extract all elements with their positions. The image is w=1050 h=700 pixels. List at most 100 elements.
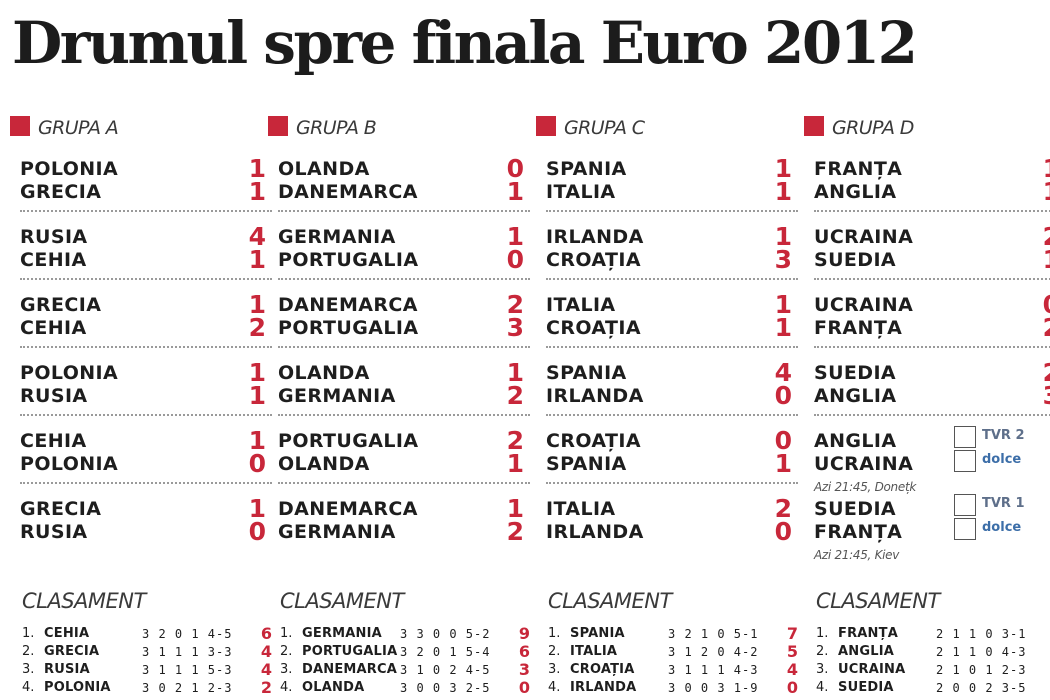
away-score: 1	[506, 177, 524, 206]
standings-position: 4.	[280, 680, 293, 695]
home-score: 4	[248, 222, 266, 251]
match-row: PORTUGALIA OLANDA 2 1	[278, 428, 530, 498]
away-team: GRECIA	[20, 181, 102, 203]
standings-team: ANGLIA	[838, 644, 894, 659]
standings-position: 1.	[548, 626, 561, 641]
standings-team: PORTUGALIA	[302, 644, 398, 659]
standings-row: 1. SPANIA 3 2 1 0 5-1 7	[548, 625, 798, 643]
away-team: FRANȚA	[814, 521, 903, 543]
home-team: POLONIA	[20, 158, 119, 180]
standings-team: RUSIA	[44, 662, 90, 677]
standings-team: ITALIA	[570, 644, 618, 659]
away-team: SUEDIA	[814, 249, 897, 271]
away-score: 1	[1043, 179, 1050, 204]
checkbox-icon	[954, 426, 976, 448]
home-score: 1	[774, 154, 792, 183]
standings-points: 6	[518, 642, 530, 661]
standings-title: CLASAMENT	[816, 589, 940, 613]
home-score: 2	[1043, 360, 1050, 385]
home-team: SUEDIA	[814, 498, 897, 520]
away-score: 3	[1043, 383, 1050, 408]
match-row: OLANDA GERMANIA 1 2	[278, 360, 530, 430]
group-name: GRUPA A	[38, 117, 119, 139]
home-team: GERMANIA	[278, 226, 396, 248]
away-score: 1	[774, 449, 792, 478]
standings-team: GERMANIA	[302, 626, 382, 641]
away-score: 2	[248, 313, 266, 342]
standings-points: 0	[786, 678, 798, 697]
away-team: GERMANIA	[278, 385, 396, 407]
away-team: GERMANIA	[278, 521, 396, 543]
away-score: 1	[1043, 247, 1050, 272]
standings-row: 3. CROAȚIA 3 1 1 1 4-3 4	[548, 661, 798, 679]
away-score: 1	[248, 177, 266, 206]
standings-row: 3. DANEMARCA 3 1 0 2 4-5 3	[280, 661, 530, 679]
standings-position: 3.	[548, 662, 561, 677]
home-team: DANEMARCA	[278, 294, 418, 316]
dotted-divider	[814, 346, 1050, 348]
home-team: IRLANDA	[546, 226, 644, 248]
match-row: RUSIA CEHIA 4 1	[20, 222, 272, 294]
standings-points: 9	[518, 624, 530, 643]
away-team: IRLANDA	[546, 385, 644, 407]
standings-table: 1. GERMANIA 3 3 0 0 5-2 9 2. PORTUGALIA 3 2 0 …	[280, 625, 530, 697]
match-row: ITALIA CROAȚIA 1 1	[546, 290, 798, 362]
tv-channel-logo: TVR 1	[982, 496, 1025, 511]
standings-row: 4. IRLANDA 3 0 0 3 1-9 0	[548, 679, 798, 697]
home-score: 1	[774, 290, 792, 319]
standings-stats: 3 1 2 0 4-2	[668, 645, 759, 659]
home-score: 2	[506, 290, 524, 319]
home-score: 1	[506, 494, 524, 523]
standings-stats: 3 0 2 1 2-3	[142, 681, 233, 695]
home-score: 1	[248, 154, 266, 183]
home-team: DANEMARCA	[278, 498, 418, 520]
standings-title: CLASAMENT	[280, 589, 404, 613]
standings-stats: 2 1 1 0 4-3	[936, 645, 1027, 659]
standings-team: FRANȚA	[838, 626, 898, 641]
home-team: GRECIA	[20, 294, 102, 316]
match-row: GERMANIA PORTUGALIA 1 0	[278, 224, 530, 294]
home-team: SUEDIA	[814, 362, 897, 384]
standings-stats: 3 1 1 1 3-3	[142, 645, 233, 659]
dotted-divider	[278, 210, 530, 212]
home-score: 0	[506, 154, 524, 183]
away-team: ANGLIA	[814, 385, 897, 407]
home-team: CROAȚIA	[546, 430, 641, 452]
away-score: 0	[248, 449, 266, 478]
standings-team: CROAȚIA	[570, 662, 635, 677]
home-score: 0	[774, 426, 792, 455]
standings-stats: 3 1 1 1 4-3	[668, 663, 759, 677]
upcoming-match: SUEDIA FRANȚA TVR 1 dolce Azi 21:45, Kiev	[814, 494, 1050, 566]
standings-points: 0	[518, 678, 530, 697]
tv-channel-logo: TVR 2	[982, 428, 1025, 443]
dotted-divider	[20, 482, 272, 484]
match-row: SPANIA ITALIA 1 1	[546, 154, 798, 226]
checkbox-icon	[954, 518, 976, 540]
home-score: 4	[774, 358, 792, 387]
standings-row: 4. OLANDA 3 0 0 3 2-5 0	[280, 679, 530, 697]
match-time-venue: Azi 21:45, Kiev	[814, 548, 900, 562]
standings-title: CLASAMENT	[548, 589, 672, 613]
standings-stats: 3 2 1 0 5-1	[668, 627, 759, 641]
away-team: FRANȚA	[814, 317, 903, 339]
away-team: POLONIA	[20, 453, 119, 475]
standings-position: 2.	[22, 644, 35, 659]
home-score: 1	[774, 222, 792, 251]
standings-position: 4.	[816, 680, 829, 695]
dotted-divider	[20, 346, 272, 348]
dotted-divider	[20, 414, 272, 416]
tv-channel-logo: dolce	[982, 452, 1022, 467]
standings-stats: 3 2 0 1 5-4	[400, 645, 491, 659]
dotted-divider	[546, 482, 798, 484]
standings-row: 2. ITALIA 3 1 2 0 4-2 5	[548, 643, 798, 661]
home-team: RUSIA	[20, 226, 88, 248]
match-row: ITALIA IRLANDA 2 0	[546, 496, 798, 566]
away-team: UCRAINA	[814, 453, 914, 475]
home-team: POLONIA	[20, 362, 119, 384]
standings-points: 7	[786, 624, 798, 643]
match-row: OLANDA DANEMARCA 0 1	[278, 154, 530, 226]
group-column: GRUPA DFRANȚAANGLIA11UCRAINASUEDIA21UCRA…	[804, 112, 1050, 700]
group-column: GRUPA B OLANDA DANEMARCA 0 1 GERMANIA PORTUGAL…	[268, 112, 530, 700]
